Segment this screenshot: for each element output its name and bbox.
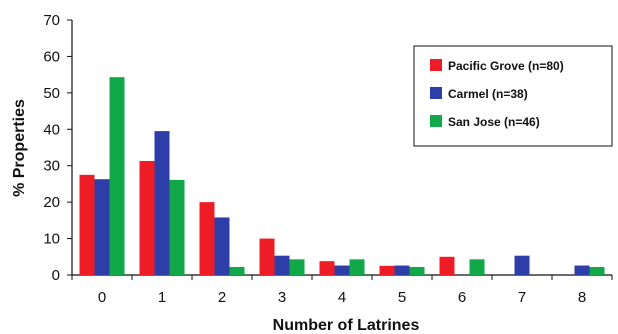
bar-san-3	[289, 259, 305, 275]
x-tick-label: 6	[458, 289, 466, 306]
legend-swatch	[430, 59, 442, 71]
y-axis-title: % Properties	[11, 99, 28, 197]
y-tick-label: 40	[43, 121, 60, 138]
x-tick-label: 4	[338, 289, 346, 306]
x-tick-label: 3	[278, 289, 286, 306]
bar-san-1	[169, 179, 185, 275]
y-tick-label: 0	[52, 267, 60, 284]
legend-swatch	[430, 115, 442, 127]
x-tick-label: 0	[98, 289, 106, 306]
x-axis-ticks: 0 1 2 3 4 5 6 7 8	[71, 275, 613, 306]
bar-carmel-1	[154, 131, 170, 275]
bar-carmel-7	[514, 255, 530, 275]
bar-pacific-2	[199, 202, 215, 275]
y-axis-ticks: 0 10 20 30 40 50 60 70	[43, 12, 72, 284]
x-axis-title: Number of Latrines	[273, 317, 420, 334]
x-tick-label: 5	[398, 289, 406, 306]
x-tick-label: 2	[218, 289, 226, 306]
y-tick-label: 20	[43, 194, 60, 211]
x-tick-label: 1	[158, 289, 166, 306]
legend-swatch	[430, 87, 442, 99]
legend: Pacific Grove (n=80) Carmel (n=38) San Jos…	[413, 45, 613, 147]
bar-carmel-4	[334, 265, 350, 275]
legend-label: Carmel (n=38)	[448, 87, 528, 101]
plot-area: 0 10 20 30 40 50 60 70 0 1 2 3 4 5 6 7 8	[43, 12, 613, 306]
bar-carmel-3	[274, 255, 290, 275]
y-tick-label: 70	[43, 12, 60, 29]
bar-san-2	[229, 266, 245, 275]
bar-san-4	[349, 259, 365, 275]
x-tick-label: 7	[518, 289, 526, 306]
y-tick-label: 50	[43, 85, 60, 102]
y-tick-label: 10	[43, 231, 60, 248]
x-tick-label: 8	[578, 289, 586, 306]
bar-san-0	[109, 77, 125, 275]
bar-pacific-6	[439, 256, 455, 275]
bar-carmel-0	[94, 179, 110, 275]
bar-series-group	[79, 77, 605, 275]
bar-pacific-4	[319, 261, 335, 275]
bar-pacific-1	[139, 160, 155, 275]
bar-san-5	[409, 266, 425, 275]
bar-pacific-5	[379, 265, 395, 275]
bar-pacific-3	[259, 238, 275, 275]
legend-box	[413, 45, 613, 147]
bar-carmel-5	[394, 265, 410, 275]
y-tick-label: 60	[43, 48, 60, 65]
bar-carmel-8	[574, 265, 590, 275]
legend-label: San Jose (n=46)	[448, 115, 540, 129]
bar-san-8	[589, 266, 605, 275]
y-tick-label: 30	[43, 158, 60, 175]
legend-label: Pacific Grove (n=80)	[448, 59, 564, 73]
bar-san-6	[469, 259, 485, 275]
bar-carmel-2	[214, 217, 230, 275]
bar-pacific-0	[79, 174, 95, 275]
